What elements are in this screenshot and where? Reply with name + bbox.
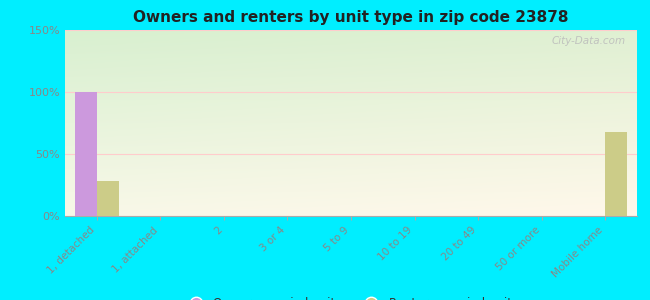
Text: City-Data.com: City-Data.com [551,36,625,46]
Bar [97,181,119,216]
Title: Owners and renters by unit type in zip code 23878: Owners and renters by unit type in zip c… [133,10,569,25]
Legend: Owner occupied units, Renter occupied units: Owner occupied units, Renter occupied un… [179,292,523,300]
Bar [75,92,97,216]
Bar [605,132,627,216]
